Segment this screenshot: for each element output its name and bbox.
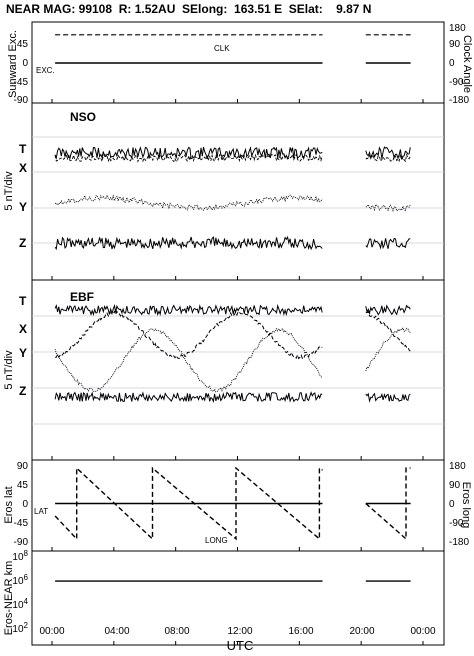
panel5-log-ticks: 108 106 104 102 bbox=[12, 549, 28, 635]
ebf-traces bbox=[54, 303, 411, 403]
nso-trace-t bbox=[54, 146, 411, 161]
tick-label: -180 bbox=[449, 537, 469, 548]
ylabel-eros-near-km: Eros-NEAR km bbox=[3, 561, 15, 636]
tick-label: -90 bbox=[14, 95, 29, 106]
ebf-label: EBF bbox=[70, 290, 94, 304]
legend-lat: LAT bbox=[34, 507, 48, 516]
panel4-right-ticks: 180 90 0 -90 -180 bbox=[449, 461, 469, 548]
legend-long: LONG bbox=[205, 536, 228, 545]
series-long bbox=[54, 466, 411, 541]
tick-label: 180 bbox=[449, 23, 466, 34]
legend-clk: CLK bbox=[214, 44, 230, 53]
tick-label: -90 bbox=[449, 77, 464, 88]
x-tick-label: 08:00 bbox=[164, 626, 189, 637]
x-axis-labels: 00:00 04:00 08:00 12:00 16:00 20:00 00:0… bbox=[39, 626, 435, 637]
panel4-series bbox=[54, 466, 411, 541]
log-tick-label: 104 bbox=[12, 597, 28, 611]
tick-label: 0 bbox=[449, 58, 455, 69]
tick-label: 90 bbox=[449, 480, 461, 491]
x-tick-label: 00:00 bbox=[39, 626, 64, 637]
x-tick-label: 12:00 bbox=[227, 626, 252, 637]
x-axis-title: UTC bbox=[227, 638, 254, 653]
x-tick-label: 04:00 bbox=[104, 626, 129, 637]
log-tick-label: 102 bbox=[12, 621, 28, 635]
tick-label: 45 bbox=[17, 39, 29, 50]
component-label-z: Z bbox=[19, 236, 26, 250]
tick-label: 0 bbox=[449, 499, 455, 510]
ebf-trace-x bbox=[55, 310, 411, 360]
component-label-x: X bbox=[19, 322, 27, 336]
nso-trace-x bbox=[54, 153, 411, 163]
nso-component-labels: T X Y Z bbox=[19, 142, 27, 250]
ebf-component-labels: T X Y Z bbox=[19, 294, 27, 398]
tick-label: -90 bbox=[14, 537, 29, 548]
panel-nso bbox=[31, 102, 445, 281]
nso-traces bbox=[54, 146, 411, 251]
ebf-trace-z bbox=[54, 391, 411, 403]
ebf-gridlines bbox=[32, 315, 444, 425]
component-label-z: Z bbox=[19, 384, 26, 398]
tick-label: -45 bbox=[14, 77, 29, 88]
ebf-trace-y bbox=[54, 327, 411, 393]
tick-label: -90 bbox=[449, 518, 464, 529]
x-tick-label: 20:00 bbox=[349, 626, 374, 637]
legend-exc: EXC. bbox=[36, 66, 55, 75]
panel4-left-ticks: 90 45 0 -45 -90 bbox=[14, 461, 29, 548]
tick-label: 0 bbox=[22, 58, 28, 69]
x-axis-ticks bbox=[51, 99, 424, 645]
component-label-t: T bbox=[19, 142, 27, 156]
panel1-left-ticks: 45 0 -45 -90 bbox=[14, 39, 29, 106]
ylabel-clock-angle: Clock Angle bbox=[461, 35, 473, 93]
x-tick-label: 00:00 bbox=[410, 626, 435, 637]
ylabel-nso: 5 nT/div bbox=[3, 171, 15, 211]
ylabel-sunward-exc: Sunward Exc. bbox=[7, 30, 19, 98]
panel-eros-lat-long bbox=[31, 459, 445, 552]
figure-title: NEAR MAG: 99108 R: 1.52AU SElong: 163.51… bbox=[6, 2, 371, 16]
component-label-y: Y bbox=[19, 200, 27, 214]
log-tick-label: 106 bbox=[12, 573, 28, 587]
panel1-series bbox=[55, 34, 411, 64]
tick-label: -180 bbox=[449, 95, 469, 106]
component-label-y: Y bbox=[19, 346, 27, 360]
x-tick-label: 16:00 bbox=[288, 626, 313, 637]
tick-label: 90 bbox=[449, 39, 461, 50]
tick-label: -45 bbox=[14, 518, 29, 529]
nso-trace-y bbox=[54, 193, 411, 212]
ebf-trace-t bbox=[54, 303, 411, 317]
tick-label: 90 bbox=[17, 461, 29, 472]
nso-label: NSO bbox=[70, 110, 96, 124]
ylabel-ebf: 5 nT/div bbox=[3, 350, 15, 390]
tick-label: 0 bbox=[22, 499, 28, 510]
ylabel-eros-long: Eros long bbox=[460, 482, 472, 528]
nso-trace-z bbox=[54, 235, 411, 251]
tick-label: 180 bbox=[449, 461, 466, 472]
component-label-t: T bbox=[19, 294, 27, 308]
panel1-right-ticks: 180 90 0 -90 -180 bbox=[449, 23, 469, 106]
tick-label: 45 bbox=[17, 480, 29, 491]
component-label-x: X bbox=[19, 161, 27, 175]
log-tick-label: 108 bbox=[12, 549, 28, 563]
ylabel-eros-lat: Eros lat bbox=[3, 486, 15, 523]
